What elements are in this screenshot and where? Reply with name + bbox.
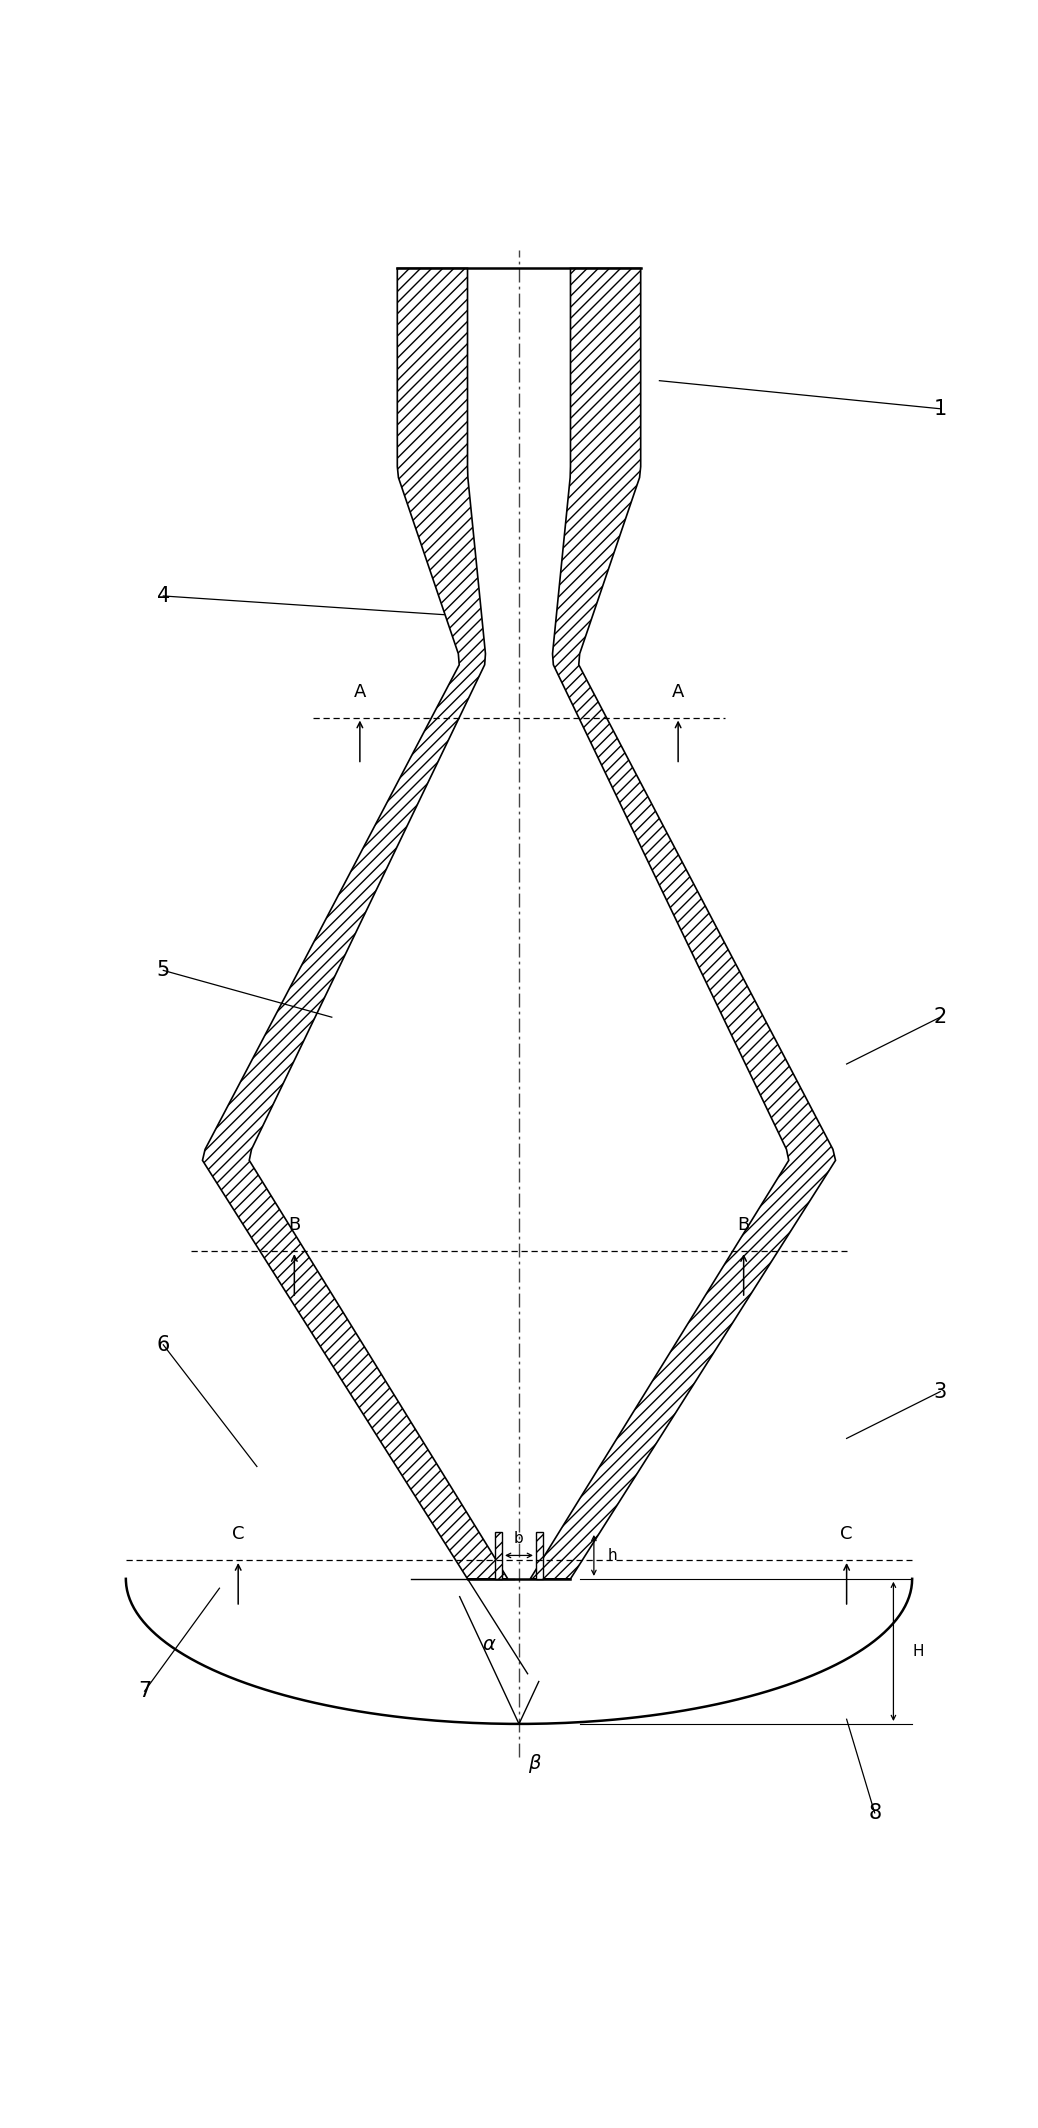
Text: b: b [514,1530,524,1547]
Text: 2: 2 [933,1007,947,1028]
Polygon shape [495,1532,502,1579]
Text: 4: 4 [157,585,170,606]
Text: C: C [231,1526,244,1543]
Text: $\beta$: $\beta$ [528,1751,542,1775]
Text: h: h [608,1547,618,1562]
Text: 1: 1 [933,398,947,419]
Text: 6: 6 [157,1334,170,1356]
Text: B: B [738,1217,749,1234]
Polygon shape [530,268,836,1579]
Text: A: A [672,683,684,700]
Text: 8: 8 [868,1802,881,1824]
Text: A: A [354,683,366,700]
Text: B: B [289,1217,300,1234]
Text: 5: 5 [157,960,170,981]
Polygon shape [202,268,508,1579]
Text: C: C [841,1526,853,1543]
Polygon shape [536,1532,543,1579]
Text: 7: 7 [138,1681,152,1700]
Text: $\alpha$: $\alpha$ [482,1634,496,1653]
Text: H: H [912,1643,924,1660]
Text: 3: 3 [933,1381,947,1402]
